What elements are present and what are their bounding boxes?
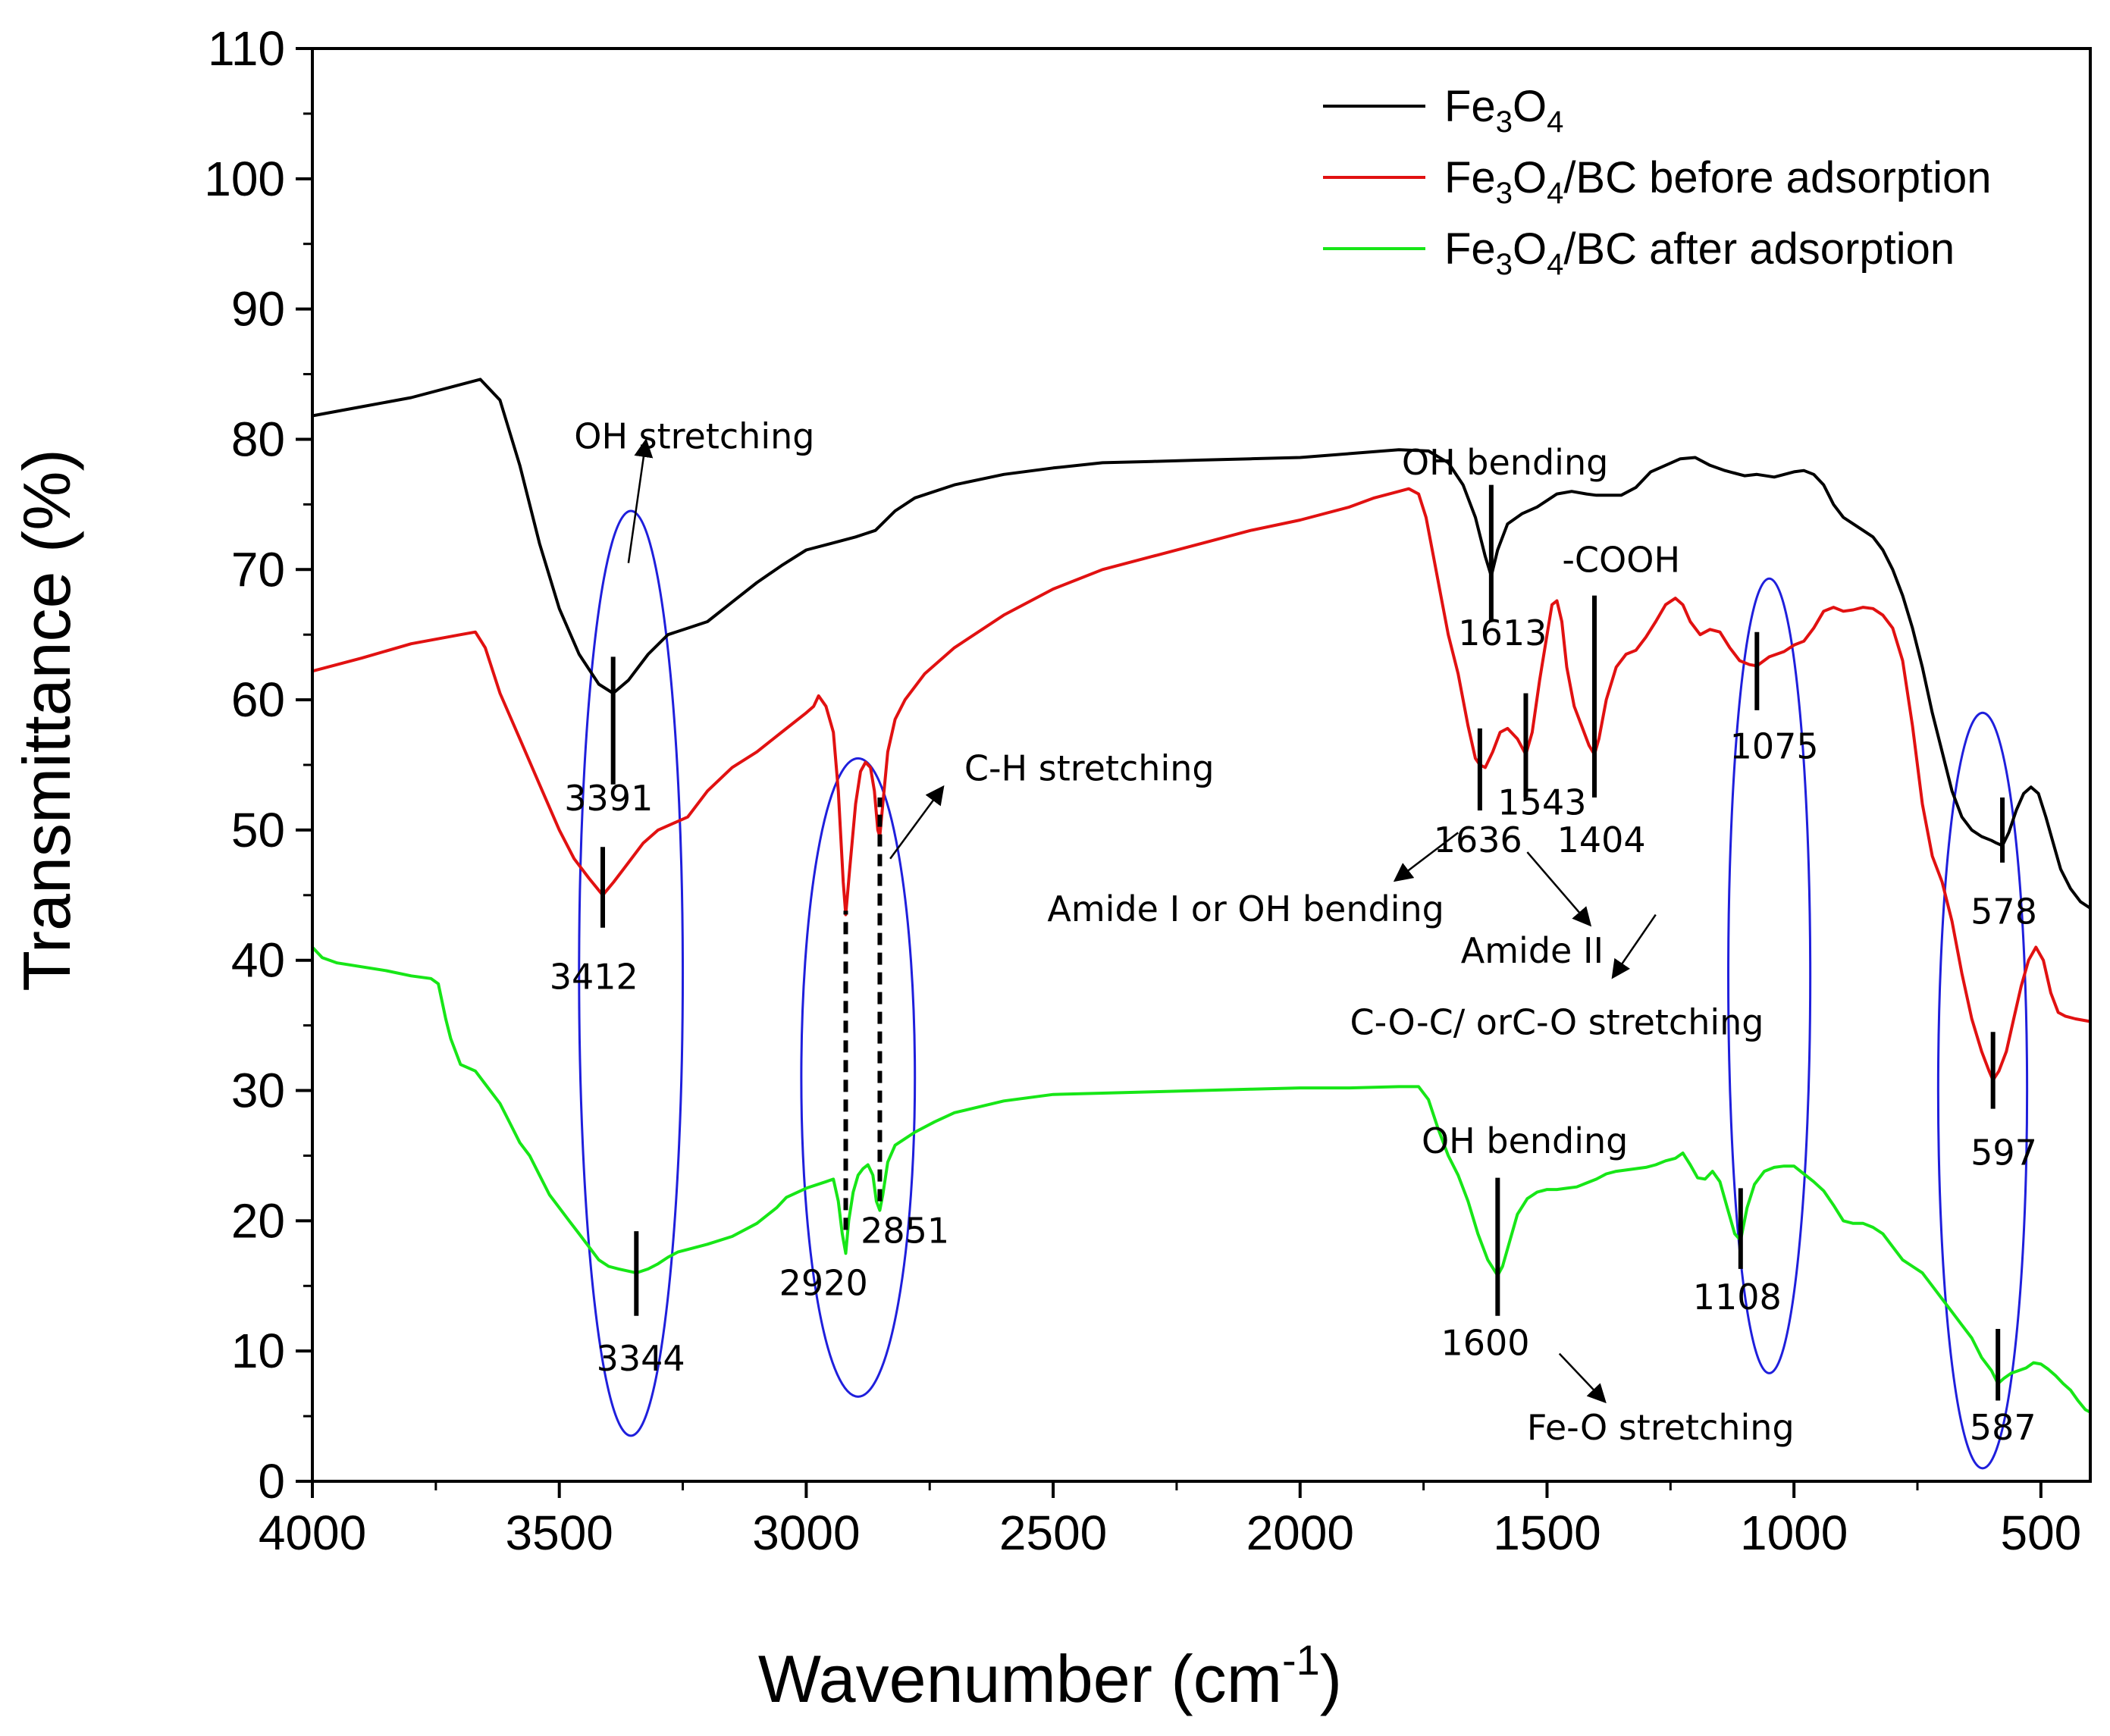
x-axis-title: Wavenumber (cm-1) xyxy=(758,1636,1342,1716)
legend-label-after: Fe3O4/BC after adsorption xyxy=(1444,224,1955,281)
series-layer xyxy=(311,378,2092,1414)
annotation-arrow-2 xyxy=(1393,832,1459,882)
y-axis-title: Transmittance (%) xyxy=(9,449,84,992)
annotation-label-4: C-H stretching xyxy=(964,748,1215,789)
x-tick-label-5: 1500 xyxy=(1493,1506,1601,1560)
legend-label-fe3o4: Fe3O4 xyxy=(1444,82,1563,139)
y-tick-label-9: 90 xyxy=(231,282,285,337)
x-tick-label-7: 500 xyxy=(2000,1506,2081,1560)
legend-label-before: Fe3O4/BC before adsorption xyxy=(1444,153,1992,210)
annotation-label-20: 1600 xyxy=(1441,1322,1530,1363)
annotation-label-22: Fe-O stretching xyxy=(1527,1407,1795,1448)
annotation-label-0: OH stretching xyxy=(574,415,814,456)
x-tick-label-0: 4000 xyxy=(259,1506,366,1560)
annotation-label-14: Amide I or OH bending xyxy=(1047,888,1444,929)
annotation-arrow-0 xyxy=(627,437,654,563)
y-tick-label-0: 0 xyxy=(258,1454,285,1509)
annotation-label-10: 1543 xyxy=(1497,782,1586,823)
x-tick-label-3: 2500 xyxy=(999,1506,1107,1560)
annotation-label-21: 1108 xyxy=(1693,1277,1782,1318)
y-tick-label-3: 30 xyxy=(231,1064,285,1118)
y-tick-label-6: 60 xyxy=(231,672,285,727)
annotation-label-9: -COOH xyxy=(1562,540,1680,581)
annotation-label-23: 587 xyxy=(1970,1407,2036,1448)
y-tick-label-5: 50 xyxy=(231,803,285,857)
series-line-0 xyxy=(312,378,2092,910)
annotation-label-6: 2851 xyxy=(861,1211,949,1252)
legend: Fe3O4 Fe3O4/BC before adsorption Fe3O4/B… xyxy=(1323,82,1992,281)
annotation-label-13: 1075 xyxy=(1730,725,1819,766)
annotation-label-19: OH bending xyxy=(1422,1120,1628,1161)
y-tick-label-10: 100 xyxy=(204,152,285,206)
series-line-1 xyxy=(312,487,2091,1082)
marks-layer xyxy=(600,437,2005,1404)
annotation-label-12: 1404 xyxy=(1557,819,1646,860)
annotation-label-3: 3344 xyxy=(597,1338,685,1379)
axes-layer: 4000 3500 3000 2500 2000 1500 1000 500 0 10 20 30 40… xyxy=(204,21,2092,1560)
annotation-label-11: 1636 xyxy=(1434,819,1522,860)
annotation-arrow-5 xyxy=(1558,1352,1607,1404)
annotation-label-15: Amide II xyxy=(1461,930,1604,971)
annotation-layer: OH stretching 3391 3412 3344 C-H stretching 2… xyxy=(550,415,2037,1448)
annotation-label-18: 597 xyxy=(1970,1132,2037,1173)
x-tick-label-1: 3500 xyxy=(506,1506,613,1560)
ellipse-fe-o-region xyxy=(1936,711,2029,1470)
y-tick-label-7: 70 xyxy=(231,542,285,597)
series-line-2 xyxy=(311,946,2091,1414)
x-axis-title-sup: -1 xyxy=(1282,1636,1320,1684)
x-tick-label-4: 2000 xyxy=(1246,1506,1354,1560)
y-tick-label-2: 20 xyxy=(231,1193,285,1248)
annotation-label-2: 3412 xyxy=(550,957,638,998)
annotation-label-8: 1613 xyxy=(1458,613,1547,653)
annotation-label-17: 578 xyxy=(1970,892,2037,932)
y-tick-label-1: 10 xyxy=(231,1324,285,1378)
x-axis-title-close: ) xyxy=(1320,1641,1342,1716)
annotation-arrow-3 xyxy=(1526,851,1592,927)
annotation-label-1: 3391 xyxy=(564,778,653,819)
annotation-arrow-4 xyxy=(1611,913,1657,979)
ellipse-ch-region xyxy=(800,757,917,1398)
annotation-label-5: 2920 xyxy=(779,1262,868,1303)
ellipses-layer xyxy=(578,509,2029,1470)
x-tick-label-6: 1000 xyxy=(1740,1506,1848,1560)
x-tick-label-2: 3000 xyxy=(752,1506,860,1560)
ellipse-oh-region xyxy=(578,509,685,1437)
y-tick-label-4: 40 xyxy=(231,933,285,988)
annotation-label-7: OH bending xyxy=(1402,442,1608,483)
annotation-arrow-1 xyxy=(889,785,945,860)
x-axis-title-main: Wavenumber (cm xyxy=(758,1641,1282,1716)
y-tick-label-8: 80 xyxy=(231,412,285,466)
ellipse-1075-region xyxy=(1727,577,1812,1374)
annotation-label-16: C-O-C/ orC-O stretching xyxy=(1350,1002,1764,1043)
y-tick-label-11: 110 xyxy=(208,21,285,76)
